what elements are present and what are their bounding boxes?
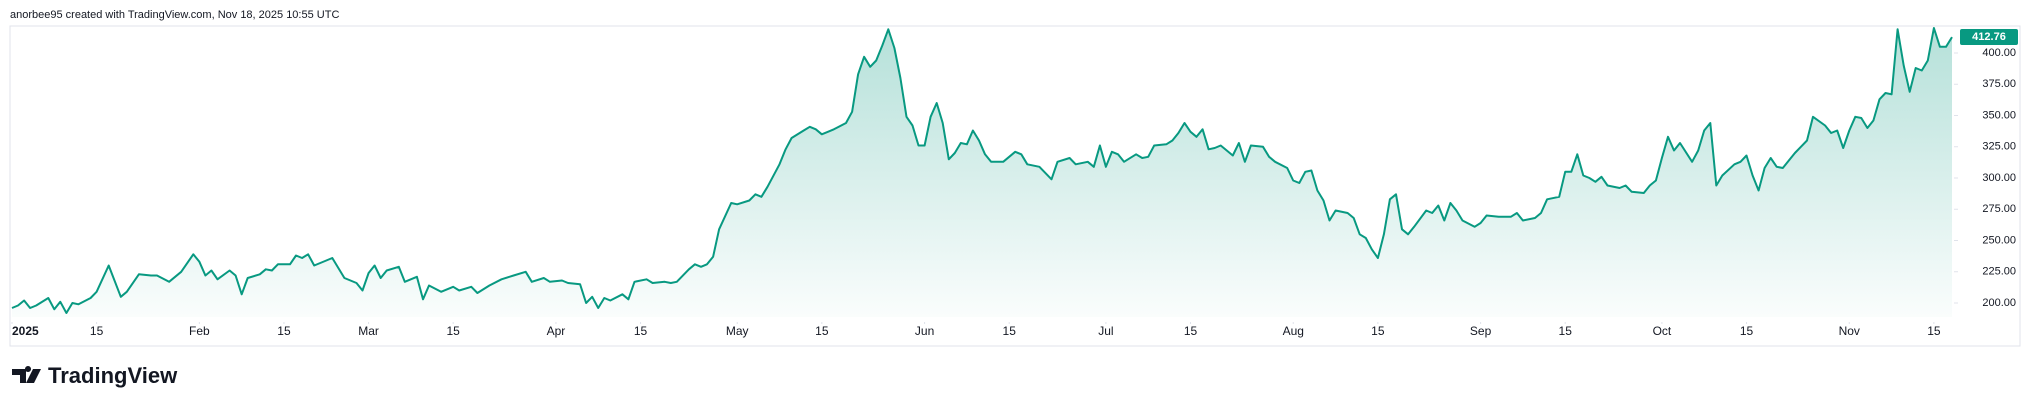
brand-name: TradingView [48, 363, 178, 388]
y-tick-label: 325.00 [1982, 141, 2016, 153]
header: anorbee95 created with TradingView.com, … [10, 9, 339, 21]
last-price-label: 412.76 [1972, 31, 2006, 43]
x-tick-label: 15 [1184, 324, 1198, 338]
x-tick-label: May [726, 324, 749, 338]
x-tick-label: Jul [1098, 324, 1113, 338]
pane-frame [9, 25, 2021, 347]
x-tick-label: Aug [1283, 324, 1304, 338]
x-tick-label: 15 [447, 324, 461, 338]
x-tick-label: Sep [1470, 324, 1492, 338]
x-tick-label: 15 [1371, 324, 1385, 338]
y-tick-label: 275.00 [1982, 203, 2016, 215]
last-price-box [1960, 29, 2018, 46]
x-tick-label: Mar [358, 324, 379, 338]
x-tick-label: 15 [1003, 324, 1017, 338]
x-tick-label: Jun [915, 324, 934, 338]
x-tick-label: Apr [547, 324, 566, 338]
y-tick-label: 225.00 [1982, 266, 2016, 278]
y-tick-label: 300.00 [1982, 172, 2016, 184]
x-tick-label: 15 [1927, 324, 1941, 338]
x-tick-label: Nov [1839, 324, 1860, 338]
area-fill [12, 28, 1952, 317]
x-tick-label: 15 [90, 324, 104, 338]
x-tick-label: Oct [1653, 324, 1672, 338]
x-tick-label: 15 [815, 324, 829, 338]
y-tick-label: 350.00 [1982, 109, 2016, 121]
price-line [11, 27, 1953, 314]
x-tick-label: 15 [1559, 324, 1573, 338]
x-tick-label: 15 [1740, 324, 1754, 338]
x-tick-label: Feb [189, 324, 210, 338]
y-tick-label: 400.00 [1982, 47, 2016, 59]
y-tick-label: 200.00 [1982, 297, 2016, 309]
x-tick-label: 15 [634, 324, 648, 338]
brand-logo: TradingView [12, 363, 178, 388]
y-tick-label: 250.00 [1982, 234, 2016, 246]
x-tick-label: 15 [277, 324, 291, 338]
y-tick-label: 375.00 [1982, 78, 2016, 90]
x-tick-label: 2025 [12, 324, 39, 338]
